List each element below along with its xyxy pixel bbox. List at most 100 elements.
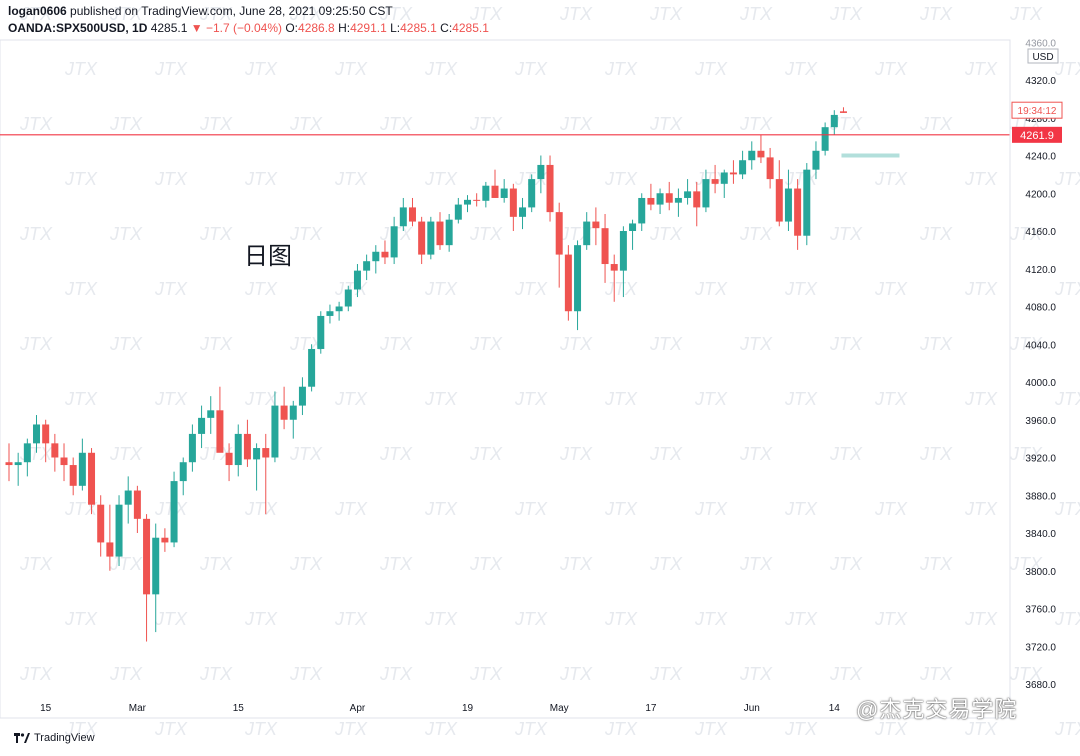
- candle-body: [592, 221, 600, 229]
- watermark-text: JTX: [154, 169, 188, 189]
- watermark-text: JTX: [604, 169, 638, 189]
- watermark-text: JTX: [559, 444, 593, 464]
- price-tick-label: 3840.0: [1025, 529, 1056, 540]
- candle-body: [500, 188, 508, 198]
- watermark-text: JTX: [424, 719, 458, 739]
- candle-body: [546, 164, 554, 213]
- watermark-text: JTX: [604, 279, 638, 299]
- candle-body: [711, 179, 719, 184]
- candle-body: [381, 251, 389, 258]
- candle-body: [418, 221, 426, 255]
- candle-body: [583, 221, 591, 246]
- candle-body: [564, 254, 572, 312]
- watermark-text: JTX: [649, 664, 683, 684]
- candle-body: [702, 179, 710, 208]
- candle-body: [390, 226, 398, 258]
- watermark-text: JTX: [379, 334, 413, 354]
- candle-body: [464, 199, 471, 205]
- watermark-text: JTX: [604, 609, 638, 629]
- watermark-text: JTX: [109, 444, 143, 464]
- watermark-text: JTX: [19, 664, 53, 684]
- watermark-text: JTX: [514, 609, 548, 629]
- price-tick-label: 4280.0: [1025, 114, 1056, 125]
- candle-body: [143, 518, 151, 595]
- watermark-text: JTX: [289, 664, 323, 684]
- candle-body: [298, 386, 306, 406]
- price-line-layer: [0, 134, 1010, 158]
- candle-body: [454, 204, 462, 220]
- watermark-text: JTX: [1009, 444, 1043, 464]
- watermark-text: JTX: [424, 499, 458, 519]
- candle-body: [748, 150, 756, 161]
- watermark-text: JTX: [559, 4, 593, 24]
- close-value: 4285.1: [452, 21, 489, 35]
- high-label: H:: [334, 21, 351, 35]
- price-line-label: 4261.9: [1020, 130, 1054, 142]
- time-tick-label: 15: [233, 703, 245, 714]
- symbol-label[interactable]: OANDA:SPX500USD, 1D: [8, 21, 148, 35]
- watermark-text: JTX: [244, 59, 278, 79]
- watermark-text: JTX: [1054, 389, 1080, 409]
- watermark-text: JTX: [469, 114, 503, 134]
- price-tick-label: 3760.0: [1025, 605, 1056, 616]
- candle-body: [839, 111, 847, 113]
- watermark-text: JTX: [199, 114, 233, 134]
- watermark-text: JTX: [199, 4, 233, 24]
- watermark-text: JTX: [289, 444, 323, 464]
- watermark-text: JTX: [1009, 4, 1043, 24]
- candle-body: [647, 197, 655, 205]
- candle-body: [188, 433, 196, 463]
- candle-body: [78, 452, 86, 486]
- candle-body: [684, 191, 692, 198]
- candle-body: [198, 417, 206, 434]
- candle-body: [491, 185, 499, 198]
- candle-body: [317, 315, 325, 349]
- tradingview-brand-text: TradingView: [34, 732, 95, 744]
- watermark-text: JTX: [964, 279, 998, 299]
- candle-body: [610, 264, 618, 271]
- watermark-text: JTX: [964, 609, 998, 629]
- candle-body: [344, 289, 352, 307]
- watermark-text: JTX: [334, 609, 368, 629]
- price-tick-label: 4000.0: [1025, 378, 1056, 389]
- watermark-text: JTX: [199, 334, 233, 354]
- watermark-text: JTX: [64, 59, 98, 79]
- candle-body: [436, 221, 444, 246]
- price-tick-label: 4240.0: [1025, 152, 1056, 163]
- watermark-text: JTX: [19, 114, 53, 134]
- candle-body: [537, 164, 545, 180]
- open-label: O:: [282, 21, 299, 35]
- watermark-text: JTX: [1054, 609, 1080, 629]
- watermark-text: JTX: [244, 719, 278, 739]
- watermark-text: JTX: [829, 334, 863, 354]
- watermark-text: JTX: [469, 224, 503, 244]
- watermark-text: JTX: [64, 719, 98, 739]
- publisher-name[interactable]: logan0606: [8, 4, 67, 18]
- watermark-text: JTX: [919, 224, 953, 244]
- candle-body: [830, 114, 838, 128]
- watermark-text: JTX: [199, 554, 233, 574]
- candle-body: [519, 207, 527, 217]
- watermark-text: JTX: [784, 609, 818, 629]
- watermark-text: JTX: [874, 389, 908, 409]
- watermark-text: JTX: [379, 114, 413, 134]
- low-value: 4285.1: [400, 21, 437, 35]
- tradingview-logo-icon: [14, 733, 30, 743]
- watermark-text: JTX: [289, 4, 323, 24]
- watermark-text: JTX: [379, 664, 413, 684]
- watermark-text: JTX: [64, 609, 98, 629]
- footer-logo[interactable]: TradingView: [14, 732, 95, 744]
- watermark-text: JTX: [829, 444, 863, 464]
- candle-body: [124, 490, 132, 505]
- candle-layer: [5, 107, 847, 642]
- watermark-text: JTX: [1054, 719, 1080, 739]
- candle-body: [555, 212, 563, 255]
- candle-body: [60, 457, 68, 466]
- watermark-text: JTX: [919, 334, 953, 354]
- time-tick-label: May: [550, 703, 569, 714]
- candle-body: [243, 433, 251, 460]
- time-tick-label: 17: [645, 703, 657, 714]
- candle-body: [408, 207, 416, 222]
- watermark-text: JTX: [874, 59, 908, 79]
